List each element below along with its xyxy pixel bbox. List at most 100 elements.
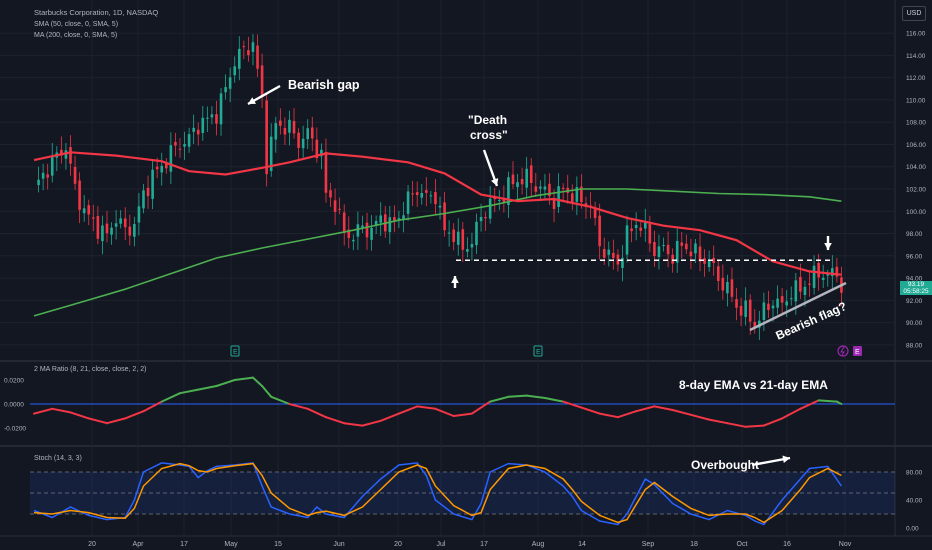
candle-body <box>393 217 396 221</box>
ratio-segment <box>124 410 145 420</box>
candle-body <box>539 186 542 189</box>
candle-body <box>397 218 401 221</box>
resistance-down-arrow-head <box>824 242 832 250</box>
ratio-segment <box>616 410 638 419</box>
ratio-segment <box>434 407 455 417</box>
ratio-segment <box>726 422 747 428</box>
candle-body <box>561 187 565 189</box>
candle-body <box>543 186 547 190</box>
candle-body <box>123 218 127 228</box>
death-cross-label-line2: cross" <box>470 128 508 142</box>
price-tick-label: 102.00 <box>906 187 926 194</box>
ema-note-label: 8-day EMA vs 21-day EMA <box>679 378 828 392</box>
candle-body <box>160 165 164 173</box>
time-tick-label: Sep <box>642 541 655 548</box>
candle-body <box>721 277 725 291</box>
ratio-segment <box>470 400 492 415</box>
dividend-marker-icon[interactable] <box>837 345 849 357</box>
price-tick-label: 90.00 <box>906 320 923 327</box>
candle-body <box>320 149 323 157</box>
candle-body <box>101 225 104 242</box>
candle-body <box>502 198 506 203</box>
ratio-segment <box>799 399 820 410</box>
candle-body <box>297 132 300 148</box>
candles <box>37 34 843 340</box>
candle-body <box>342 212 346 233</box>
candle-body <box>187 134 191 147</box>
candle-body <box>174 141 177 146</box>
candle-body <box>548 183 551 197</box>
earnings-marker-1[interactable]: E <box>230 345 240 357</box>
stoch-tick-label: 40.00 <box>906 498 923 505</box>
earnings-marker-1-label: E <box>233 349 238 356</box>
candle-body <box>265 100 268 175</box>
candle-body <box>365 222 369 238</box>
candle-body <box>789 298 793 300</box>
time-tick-label: Jul <box>437 541 446 548</box>
candle-body <box>73 166 77 184</box>
candle-body <box>87 205 91 215</box>
time-tick-label: 18 <box>690 541 698 548</box>
ratio-segment <box>361 419 382 427</box>
candle-body <box>370 227 373 240</box>
price-tick-label: 114.00 <box>906 53 926 60</box>
death-cross-arrow-head <box>491 178 499 186</box>
ratio-segment <box>762 417 784 427</box>
candle-body <box>621 257 624 268</box>
candle-body <box>292 121 296 134</box>
time-tick-label: 14 <box>578 541 586 548</box>
candle-body <box>803 286 807 295</box>
price-tick-label: 100.00 <box>906 209 926 216</box>
ratio-tick-label: 0.0000 <box>4 402 24 409</box>
candle-body <box>593 208 597 219</box>
candle-body <box>447 232 451 234</box>
candle-body <box>712 257 716 263</box>
candle-body <box>671 254 674 264</box>
stoch-panel <box>30 462 895 526</box>
candle-body <box>817 262 820 278</box>
candle-body <box>406 191 410 214</box>
candle-body <box>675 240 679 263</box>
ratio-segment <box>87 417 108 425</box>
sma-legend: SMA (50, close, 0, SMA, 5) <box>34 21 118 28</box>
earnings-marker-3[interactable]: E <box>853 346 862 356</box>
price-tick-label: 88.00 <box>906 342 923 349</box>
candle-body <box>420 193 424 198</box>
price-tick-label: 116.00 <box>906 31 926 38</box>
candle-body <box>680 242 684 246</box>
candle-body <box>196 129 200 135</box>
ratio-segment <box>142 400 163 413</box>
candle-body <box>338 208 341 210</box>
ratio-segment <box>507 394 528 398</box>
earnings-marker-2[interactable]: E <box>533 345 543 357</box>
candle-body <box>461 229 465 250</box>
ratio-segment <box>416 405 437 410</box>
candle-body <box>333 200 337 212</box>
stoch-k-line <box>33 462 843 526</box>
time-tick-label: May <box>224 541 238 548</box>
candle-body <box>133 224 136 237</box>
candle-body <box>210 114 214 118</box>
price-tick-label: 108.00 <box>906 120 926 127</box>
time-tick-label: 20 <box>394 541 402 548</box>
candle-body <box>466 249 469 252</box>
candle-body <box>780 296 784 303</box>
ratio-segment <box>562 400 583 409</box>
ratio-segment <box>580 406 601 415</box>
moving-averages <box>33 151 842 317</box>
candle-body <box>771 305 775 309</box>
ratio-segment <box>489 395 510 403</box>
candle-body <box>50 155 54 176</box>
time-tick-label: Nov <box>839 541 852 548</box>
candle-body <box>251 42 255 52</box>
time-tick-label: 15 <box>274 541 282 548</box>
candle-body <box>151 169 154 199</box>
currency-button[interactable]: USD <box>902 6 926 21</box>
sma50-line <box>33 151 842 276</box>
ratio-segment <box>288 403 309 410</box>
candle-body <box>178 148 182 150</box>
candle-body <box>60 149 63 156</box>
ratio-segment <box>51 407 72 414</box>
candle-body <box>69 147 72 164</box>
